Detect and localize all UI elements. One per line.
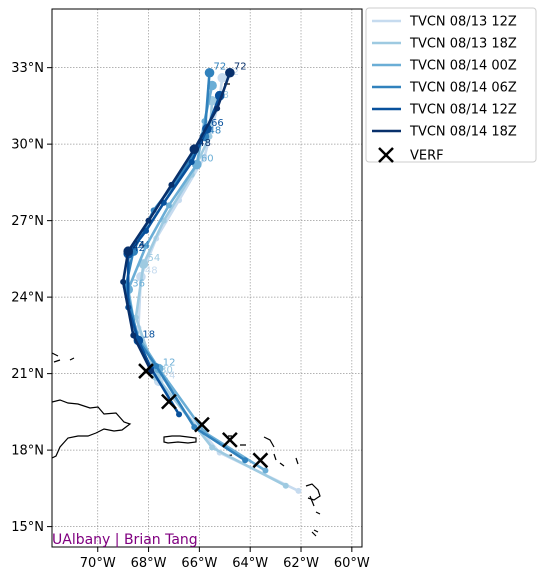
track-point [120,278,127,285]
track-point [143,227,150,234]
track-point [242,457,249,464]
track-point [204,67,215,78]
legend-frame [365,7,537,163]
axis-ticks: 70°W 68°W 66°W 64°W 62°W 60°W 15°N 18°N 21°N 24°N… [11,61,370,571]
forecast-hour-label: 72 [234,62,247,73]
x-tick-label: 66°W [181,556,217,571]
track-point [138,259,149,269]
track-point [176,411,183,418]
forecast-hour-label: 12 [163,358,176,369]
plot-frame [51,8,363,548]
legend-label: VERF [410,149,444,164]
track-point [168,181,175,188]
forecast-hour-label: 66 [211,118,224,129]
coastlines [52,83,321,537]
track-point [143,243,150,250]
forecast-hour-label: 48 [208,125,221,136]
y-tick-label: 18°N [11,444,44,459]
legend-label: TVCN 08/14 12Z [409,103,517,118]
verification-track [138,363,269,469]
hispaniola-coastline [52,399,132,459]
forecast-hour-label: 18 [142,329,155,340]
legend-label: TVCN 08/14 00Z [409,59,517,74]
track-point [225,67,235,78]
track-point [282,482,289,489]
x-tick-label: 68°W [131,556,167,571]
legend-verf-stroke [378,147,394,163]
forecast-hour-label: 48 [145,266,158,277]
verf-marker [194,416,210,433]
track-point [165,202,172,209]
turks-caicos-islands [52,352,75,363]
track-point [153,362,160,369]
forecast-hour-label: 54 [147,253,160,264]
forecast-hour-label: 24 [132,240,145,251]
puerto-rico-coastline [163,435,197,444]
track-point [217,73,228,83]
verf-stroke [138,363,154,379]
track-point [214,105,221,112]
y-tick-label: 33°N [11,61,44,76]
forecast-hour-label: 30 [160,365,173,376]
leeward-islands [263,436,321,537]
verf-stroke [221,432,238,448]
verf-stroke [194,416,210,433]
gridlines [52,9,362,547]
track-point [262,467,269,474]
forecast-hour-label: 42 [132,243,145,254]
y-tick-label: 24°N [11,291,44,306]
forecast-hour-label: 24 [163,370,176,381]
forecast-hour-label: 48 [198,138,211,149]
legend-label: TVCN 08/14 18Z [409,125,517,140]
track-line [126,94,221,416]
legend-label: TVCN 08/13 18Z [409,37,517,52]
track-point [123,246,134,257]
x-tick-label: 60°W [334,556,370,571]
y-tick-label: 21°N [11,367,44,382]
track-point [209,444,216,451]
y-tick-label: 30°N [11,138,44,153]
legend: TVCN 08/13 12Z TVCN 08/13 18Z TVCN 08/14 0… [365,7,537,164]
x-tick-label: 70°W [80,556,116,571]
verf-marker [138,363,154,379]
track-point [191,424,198,431]
verf-stroke [161,393,177,410]
y-tick-label: 27°N [11,214,44,229]
verf-stroke [252,452,269,469]
legend-label: TVCN 08/13 12Z [409,15,517,30]
forecast-hour-label: 24 [137,240,150,251]
verf-marker [161,393,177,410]
track-point [188,158,195,165]
track-point [189,144,200,155]
verf-marker [252,452,269,469]
y-tick-label: 15°N [11,520,44,535]
legend-label: TVCN 08/14 06Z [409,81,517,96]
forecast-hour-label: 60 [201,154,214,165]
track-point [148,368,155,375]
track-point [130,332,137,339]
track-point [295,487,302,494]
forecast-hour-label: 72 [214,62,227,73]
x-tick-label: 64°W [232,556,268,571]
track-point [145,217,152,224]
forecast-tracks: 244872305478123660244872184266244872 [120,62,302,494]
credit-text: UAlbany | Brian Tang [52,532,198,548]
track-point [201,153,208,160]
track-series: 24 48 72 [120,62,247,375]
x-tick-label: 62°W [283,556,319,571]
verf-marker [221,432,238,448]
forecast-hour-label: 36 [132,278,145,289]
